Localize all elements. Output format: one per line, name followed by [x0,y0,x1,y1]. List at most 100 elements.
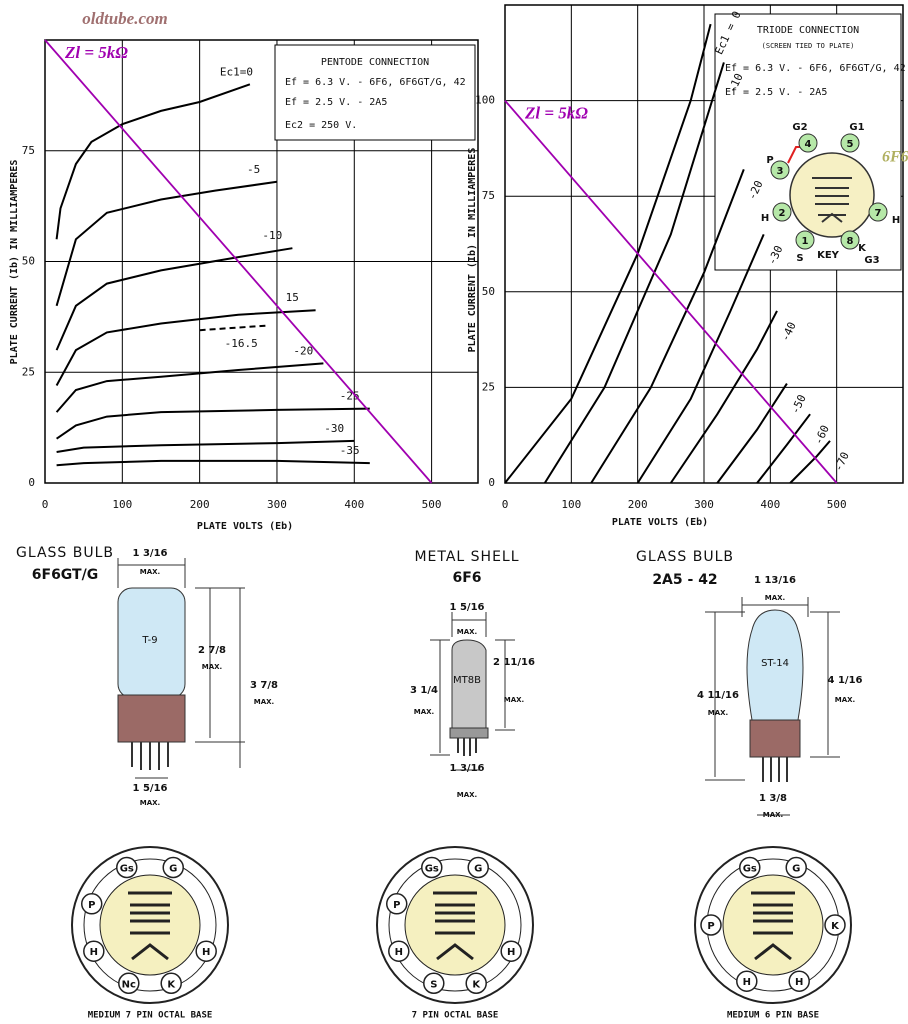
pin-label: H [892,215,900,226]
pin-label: G [792,864,800,875]
max-label: MAX. [835,696,855,704]
pin-number: 3 [777,166,784,177]
x-axis-label: PLATE VOLTS (Eb) [612,517,708,528]
tube-type: 6F6GT/G [32,567,98,583]
pin [824,914,846,936]
pin-label: K [167,979,176,990]
y-tick-label: 50 [482,285,495,298]
tube-outline [117,558,245,779]
dimension: 4 11/16 [697,690,739,701]
x-tick-label: 200 [190,498,210,511]
pin-label: Gs [743,864,757,875]
pin [788,970,810,992]
dimension: 3 1/4 [410,685,438,696]
max-label: MAX. [765,594,785,602]
curve [44,39,433,484]
bulb-code: ST-14 [761,658,789,669]
pin [770,160,790,180]
curve [716,383,788,484]
base-label: MEDIUM 7 PIN OCTAL BASE [88,1011,213,1021]
pin [868,202,888,222]
curve [636,234,765,484]
pin [388,940,410,962]
curve-label: -30 [324,422,344,435]
y-tick-label: 0 [488,476,495,489]
dimension: 1 5/16 [133,783,168,794]
curve-label: 15 [286,291,299,304]
base-center [722,874,824,976]
tube-name: 6F6 [882,149,908,166]
max-label: MAX. [763,811,783,819]
dimension: 1 13/16 [754,575,796,586]
curve [669,310,778,484]
base-center [99,874,201,976]
electrode-sketch [433,891,477,961]
pin-label: P [766,155,773,166]
watermark: oldtube.com [82,9,167,28]
max-label: MAX. [140,799,160,807]
curve-label: -20 [293,344,313,357]
pin-label: H [507,947,515,958]
info-text: Ec2 = 250 V. [285,120,357,131]
x-tick-label: 100 [561,498,581,511]
pin-label: K [472,979,481,990]
tube-outline [430,612,515,771]
pin-label: G [474,864,482,875]
pin-label: H [90,947,98,958]
base-ring [83,858,217,992]
pin [118,972,140,995]
pin-number: 7 [875,208,882,219]
envelope-label: GLASS BULB [636,549,734,565]
electrode-sketch [128,891,172,961]
x-tick-label: 100 [112,498,132,511]
dimension: 3 7/8 [250,680,278,691]
max-label: MAX. [708,709,728,717]
x-tick-label: 200 [628,498,648,511]
pin [798,133,818,153]
pin [421,856,443,879]
curve-label: -16.5 [225,337,258,350]
y-tick-label: 75 [482,189,495,202]
envelope-label: METAL SHELL [414,549,519,565]
pin-label: H [795,977,803,988]
curve [543,62,725,484]
curve [55,83,251,240]
x-tick-label: 500 [827,498,847,511]
pin [840,230,860,250]
curve [756,413,811,484]
pin-number: 1 [802,236,809,247]
pin-label: Nc [122,979,136,990]
pin [80,893,103,915]
electrode-sketch [751,891,795,961]
envelope-label: GLASS BULB [16,545,114,561]
curve [55,180,278,307]
base-label: 7 PIN OCTAL BASE [412,1011,499,1021]
pin [465,972,487,995]
max-label: MAX. [254,698,274,706]
pin [736,970,758,992]
pin [739,856,761,879]
pin-number: 2 [779,208,786,219]
bulb-code: MT8B [453,675,481,686]
pin-label: P [88,900,95,911]
info-text: TRIODE CONNECTION [757,25,859,36]
max-label: MAX. [504,696,524,704]
pin-label: P [393,900,400,911]
x-tick-label: 400 [344,498,364,511]
info-text: Ef = 6.3 V. - 6F6, 6F6GT/G, 42 [285,77,466,88]
base-center [404,874,506,976]
pin-label: H [743,977,751,988]
y-tick-label: 25 [22,365,35,378]
info-text: Ef = 2.5 V. - 2A5 [725,87,827,98]
x-tick-label: 300 [267,498,287,511]
pin-label: P [707,921,714,932]
max-label: MAX. [457,628,477,636]
curve [55,247,293,351]
y-tick-label: 25 [482,380,495,393]
curve-label: Ec1=0 [220,65,253,78]
max-label: MAX. [414,708,434,716]
curve-label: -10 [262,229,282,242]
pin [785,856,807,879]
bulb-code: T-9 [141,635,157,646]
base-ring [388,858,522,992]
